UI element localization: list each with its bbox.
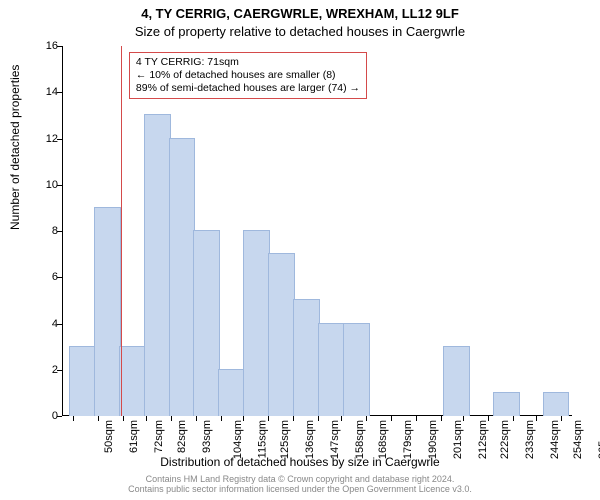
x-tick (73, 416, 74, 421)
y-tick-label: 4 (52, 318, 58, 330)
histogram-bar (493, 392, 520, 416)
footer-line1: Contains HM Land Registry data © Crown c… (146, 474, 455, 484)
x-tick-label: 125sqm (279, 420, 291, 459)
annotation-line3: 89% of semi-detached houses are larger (… (136, 82, 360, 94)
y-tick-label: 2 (52, 364, 58, 376)
histogram-bar (318, 323, 345, 417)
x-tick (318, 416, 319, 421)
y-tick-label: 8 (52, 225, 58, 237)
histogram-bar (193, 230, 220, 416)
x-tick (416, 416, 417, 421)
y-axis-label: Number of detached properties (8, 65, 22, 230)
x-tick (146, 416, 147, 421)
x-tick (293, 416, 294, 421)
x-tick (391, 416, 392, 421)
histogram-bar (243, 230, 270, 416)
x-tick-label: 244sqm (549, 420, 561, 459)
histogram-bar (443, 346, 470, 416)
y-tick-label: 0 (52, 410, 58, 422)
x-tick-label: 82sqm (176, 420, 188, 453)
x-tick (441, 416, 442, 421)
y-tick-label: 6 (52, 271, 58, 283)
x-tick (221, 416, 222, 421)
x-tick-label: 61sqm (128, 420, 140, 453)
title-main: 4, TY CERRIG, CAERGWRLE, WREXHAM, LL12 9… (0, 6, 600, 21)
annotation-line2: ← 10% of detached houses are smaller (8) (136, 69, 336, 81)
x-tick (171, 416, 172, 421)
x-tick-label: 104sqm (232, 420, 244, 459)
x-tick-label: 136sqm (304, 420, 316, 459)
x-tick-label: 179sqm (402, 420, 414, 459)
y-tick-label: 10 (46, 179, 58, 191)
x-tick (268, 416, 269, 421)
x-tick-label: 158sqm (354, 420, 366, 459)
histogram-bar (119, 346, 146, 416)
x-tick-label: 201sqm (452, 420, 464, 459)
plot-area: 4 TY CERRIG: 71sqm← 10% of detached hous… (62, 46, 572, 416)
x-tick (196, 416, 197, 421)
x-tick (98, 416, 99, 421)
y-tick-label: 14 (46, 86, 58, 98)
reference-line (121, 46, 122, 416)
x-tick-label: 233sqm (524, 420, 536, 459)
x-tick-label: 222sqm (499, 420, 511, 459)
chart-container: 4, TY CERRIG, CAERGWRLE, WREXHAM, LL12 9… (0, 0, 600, 500)
histogram-bar (169, 138, 196, 417)
histogram-bar (268, 253, 295, 416)
x-tick (123, 416, 124, 421)
x-tick-label: 147sqm (329, 420, 341, 459)
x-tick-label: 93sqm (201, 420, 213, 453)
title-sub: Size of property relative to detached ho… (0, 24, 600, 39)
annotation-line1: 4 TY CERRIG: 71sqm (136, 56, 239, 68)
footer-line2: Contains public sector information licen… (128, 484, 472, 494)
histogram-bar (543, 392, 570, 416)
x-tick-label: 115sqm (256, 420, 268, 458)
x-tick-label: 168sqm (377, 420, 389, 459)
x-tick-label: 50sqm (103, 420, 115, 453)
histogram-bar (144, 114, 171, 416)
annotation-box: 4 TY CERRIG: 71sqm← 10% of detached hous… (129, 52, 367, 99)
y-tick-label: 12 (46, 133, 58, 145)
y-axis-line (62, 46, 63, 416)
x-tick-label: 254sqm (572, 420, 584, 459)
footer-attribution: Contains HM Land Registry data © Crown c… (0, 475, 600, 495)
histogram-bar (218, 369, 245, 416)
histogram-bar (343, 323, 370, 417)
x-tick-label: 72sqm (153, 420, 165, 453)
y-tick-label: 16 (46, 40, 58, 52)
x-tick-label: 212sqm (477, 420, 489, 459)
histogram-bar (293, 299, 320, 416)
x-tick (513, 416, 514, 421)
histogram-bar (69, 346, 96, 416)
histogram-bar (94, 207, 121, 416)
x-tick-label: 190sqm (427, 420, 439, 459)
